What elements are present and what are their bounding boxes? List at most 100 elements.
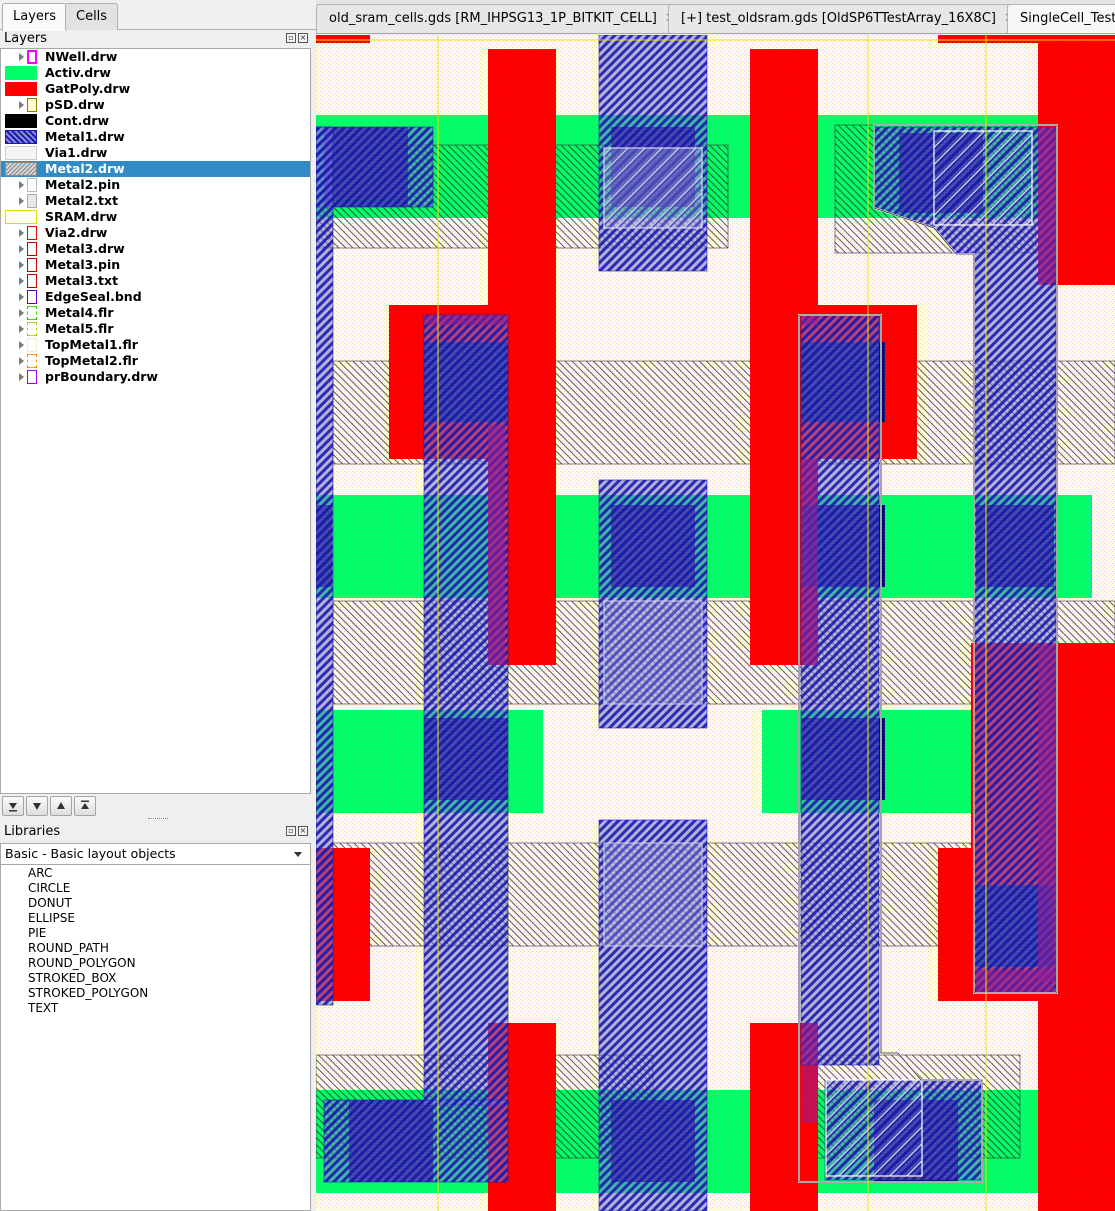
move-to-top-button[interactable] <box>74 796 96 816</box>
layer-swatch-icon[interactable] <box>5 210 37 224</box>
layer-swatch-icon[interactable] <box>27 258 37 272</box>
move-up-button[interactable] <box>50 796 72 816</box>
layer-swatch-icon[interactable] <box>27 274 37 288</box>
layer-swatch-icon[interactable] <box>27 242 37 256</box>
nwell-shape[interactable] <box>1038 127 1056 283</box>
layer-row[interactable]: Metal1.drw <box>1 129 310 145</box>
layer-swatch-icon[interactable] <box>27 354 37 368</box>
layer-row[interactable]: Metal2.pin <box>1 177 310 193</box>
selection-outline-dark[interactable] <box>873 124 1058 994</box>
library-select[interactable]: Basic - Basic layout objects <box>0 843 311 865</box>
metal2-shape[interactable] <box>603 600 703 705</box>
library-item[interactable]: CIRCLE <box>28 881 71 895</box>
library-item[interactable]: TEXT <box>28 1001 59 1015</box>
library-item[interactable]: ROUND_PATH <box>28 941 109 955</box>
layer-swatch-icon[interactable] <box>27 194 37 208</box>
panel-splitter[interactable] <box>148 818 168 821</box>
metal1-shape[interactable] <box>800 314 880 1066</box>
library-item[interactable]: PIE <box>28 926 47 940</box>
layer-swatch-icon[interactable] <box>5 162 37 176</box>
layer-row[interactable]: Activ.drw <box>1 65 310 81</box>
layer-swatch-icon[interactable] <box>27 98 37 112</box>
close-icon[interactable]: × <box>298 33 308 43</box>
metal1-shape[interactable] <box>598 819 708 1211</box>
nwell-shape[interactable] <box>488 425 505 665</box>
gatpoly-shape[interactable] <box>750 49 818 307</box>
layer-row[interactable]: TopMetal1.flr <box>1 337 310 353</box>
close-icon[interactable]: × <box>298 826 308 836</box>
library-item[interactable]: ELLIPSE <box>28 911 75 925</box>
via1-shape[interactable] <box>825 1079 923 1177</box>
metal1-shape[interactable] <box>316 126 434 208</box>
nwell-shape[interactable] <box>801 459 818 665</box>
expand-arrow-icon[interactable] <box>19 245 24 253</box>
library-item[interactable]: ARC <box>28 866 53 880</box>
library-item[interactable]: DONUT <box>28 896 72 910</box>
layer-row[interactable]: Metal3.pin <box>1 257 310 273</box>
layer-row[interactable]: Metal4.flr <box>1 305 310 321</box>
layer-row[interactable]: Via2.drw <box>1 225 310 241</box>
nwell-shape[interactable] <box>976 970 1054 992</box>
expand-arrow-icon[interactable] <box>19 293 24 301</box>
layer-list[interactable]: NWell.drw Activ.drw GatPoly.drw pSD.drw Cont… <box>0 48 311 794</box>
layer-row[interactable]: pSD.drw <box>1 97 310 113</box>
expand-arrow-icon[interactable] <box>19 277 24 285</box>
selection-outline-dark[interactable] <box>798 314 983 1183</box>
expand-arrow-icon[interactable] <box>19 357 24 365</box>
editor-tab-singlecell[interactable]: SingleCell_TestS <box>1007 4 1115 33</box>
expand-arrow-icon[interactable] <box>19 181 24 189</box>
layer-row[interactable]: Metal3.drw <box>1 241 310 257</box>
expand-arrow-icon[interactable] <box>19 53 24 61</box>
layer-row[interactable]: TopMetal2.flr <box>1 353 310 369</box>
layer-row[interactable]: GatPoly.drw <box>1 81 310 97</box>
metal2-shape[interactable] <box>603 147 703 229</box>
tab-layers[interactable]: Layers <box>2 3 68 31</box>
layer-row[interactable]: Metal2.drw <box>1 161 310 177</box>
tab-cells[interactable]: Cells <box>65 3 119 30</box>
gatpoly-shape[interactable] <box>316 35 370 43</box>
layer-swatch-icon[interactable] <box>27 370 37 384</box>
layer-swatch-icon[interactable] <box>5 114 37 128</box>
move-down-button[interactable] <box>26 796 48 816</box>
layer-row[interactable]: Cont.drw <box>1 113 310 129</box>
gatpoly-shape[interactable] <box>1038 985 1115 1211</box>
move-to-bottom-button[interactable] <box>2 796 24 816</box>
layer-swatch-icon[interactable] <box>27 322 37 336</box>
layer-swatch-icon[interactable] <box>27 290 37 304</box>
layer-row[interactable]: prBoundary.drw <box>1 369 310 385</box>
float-icon[interactable]: ▫ <box>286 33 296 43</box>
layer-swatch-icon[interactable] <box>5 146 37 160</box>
layer-swatch-icon[interactable] <box>27 178 37 192</box>
layer-row[interactable]: SRAM.drw <box>1 209 310 225</box>
metal1-shape[interactable] <box>316 126 334 1006</box>
layer-swatch-icon[interactable] <box>27 226 37 240</box>
expand-arrow-icon[interactable] <box>19 341 24 349</box>
library-item[interactable]: ROUND_POLYGON <box>28 956 136 970</box>
layout-canvas[interactable] <box>316 35 1115 1211</box>
layer-row[interactable]: NWell.drw <box>1 49 310 65</box>
expand-arrow-icon[interactable] <box>19 101 24 109</box>
layer-swatch-icon[interactable] <box>5 66 37 80</box>
nwell-shape[interactable] <box>424 315 508 325</box>
gatpoly-shape[interactable] <box>938 35 1115 43</box>
library-item[interactable]: STROKED_POLYGON <box>28 986 149 1000</box>
gatpoly-shape[interactable] <box>488 49 556 307</box>
layer-row[interactable]: Metal3.txt <box>1 273 310 289</box>
float-icon[interactable]: ▫ <box>286 826 296 836</box>
layer-row[interactable]: Metal5.flr <box>1 321 310 337</box>
layer-row[interactable]: Via1.drw <box>1 145 310 161</box>
layer-swatch-icon[interactable] <box>27 306 37 320</box>
expand-arrow-icon[interactable] <box>19 309 24 317</box>
nwell-shape[interactable] <box>801 1023 818 1123</box>
expand-arrow-icon[interactable] <box>19 325 24 333</box>
layer-swatch-icon[interactable] <box>5 82 37 96</box>
editor-tab-test-oldsram[interactable]: [+] test_oldsram.gds [OldSP6TTestArray_1… <box>668 4 1026 33</box>
nwell-shape[interactable] <box>801 315 818 325</box>
expand-arrow-icon[interactable] <box>19 197 24 205</box>
layer-row[interactable]: Metal2.txt <box>1 193 310 209</box>
expand-arrow-icon[interactable] <box>19 261 24 269</box>
layout-drawing[interactable] <box>316 35 1115 1211</box>
metal1-shape[interactable] <box>323 1099 509 1183</box>
layer-swatch-icon[interactable] <box>5 130 37 144</box>
via1-shape[interactable] <box>933 130 1033 226</box>
